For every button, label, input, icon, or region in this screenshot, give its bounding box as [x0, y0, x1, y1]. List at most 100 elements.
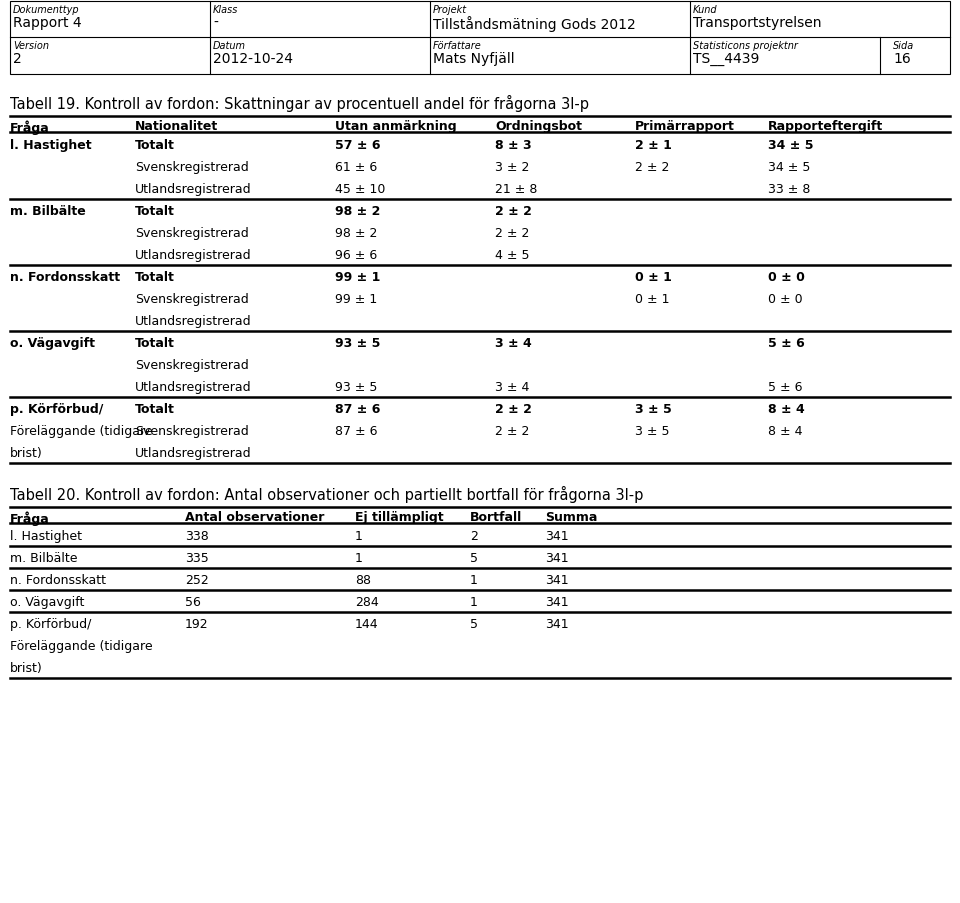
- Text: 2 ± 2: 2 ± 2: [495, 205, 532, 218]
- Text: Nationalitet: Nationalitet: [135, 120, 218, 133]
- Text: l. Hastighet: l. Hastighet: [10, 139, 91, 152]
- Text: 8 ± 4: 8 ± 4: [768, 424, 803, 438]
- Text: 2: 2: [13, 52, 22, 66]
- Text: 5 ± 6: 5 ± 6: [768, 337, 804, 349]
- Text: Totalt: Totalt: [135, 271, 175, 284]
- Text: l. Hastighet: l. Hastighet: [10, 529, 82, 543]
- Text: Klass: Klass: [213, 5, 238, 15]
- Text: Svenskregistrerad: Svenskregistrerad: [135, 293, 249, 305]
- Text: Svenskregistrerad: Svenskregistrerad: [135, 227, 249, 239]
- Text: p. Körförbud/: p. Körförbud/: [10, 618, 91, 630]
- Text: 3 ± 5: 3 ± 5: [635, 403, 672, 415]
- Text: 8 ± 4: 8 ± 4: [768, 403, 804, 415]
- Text: Projekt: Projekt: [433, 5, 468, 15]
- Text: Utlandsregistrerad: Utlandsregistrerad: [135, 446, 252, 460]
- Text: n. Fordonsskatt: n. Fordonsskatt: [10, 573, 106, 586]
- Text: Totalt: Totalt: [135, 205, 175, 218]
- Text: -: -: [213, 16, 218, 30]
- Text: p. Körförbud/: p. Körförbud/: [10, 403, 104, 415]
- Text: Utan anmärkning: Utan anmärkning: [335, 120, 457, 133]
- Text: 341: 341: [545, 529, 568, 543]
- Text: 34 ± 5: 34 ± 5: [768, 161, 810, 173]
- Text: 3 ± 2: 3 ± 2: [495, 161, 529, 173]
- Text: Utlandsregistrerad: Utlandsregistrerad: [135, 314, 252, 328]
- Text: 144: 144: [355, 618, 378, 630]
- Text: Svenskregistrerad: Svenskregistrerad: [135, 358, 249, 372]
- Text: 93 ± 5: 93 ± 5: [335, 337, 380, 349]
- Text: 5 ± 6: 5 ± 6: [768, 380, 803, 394]
- Text: Sida: Sida: [893, 41, 914, 51]
- Text: m. Bilbälte: m. Bilbälte: [10, 205, 85, 218]
- Text: 192: 192: [185, 618, 208, 630]
- Text: 98 ± 2: 98 ± 2: [335, 205, 380, 218]
- Text: 252: 252: [185, 573, 208, 586]
- Text: 284: 284: [355, 595, 379, 609]
- Text: Mats Nyfjäll: Mats Nyfjäll: [433, 52, 515, 66]
- Text: Ej tillämpligt: Ej tillämpligt: [355, 510, 444, 524]
- Text: Utlandsregistrerad: Utlandsregistrerad: [135, 248, 252, 262]
- Text: Fråga: Fråga: [10, 510, 50, 525]
- Text: Föreläggande (tidigare: Föreläggande (tidigare: [10, 639, 153, 652]
- Text: 5: 5: [470, 618, 478, 630]
- Text: 338: 338: [185, 529, 208, 543]
- Text: 57 ± 6: 57 ± 6: [335, 139, 380, 152]
- Text: 2 ± 1: 2 ± 1: [635, 139, 672, 152]
- Text: 8 ± 3: 8 ± 3: [495, 139, 532, 152]
- Text: 1: 1: [355, 552, 363, 564]
- Text: 5: 5: [470, 552, 478, 564]
- Text: TS__4439: TS__4439: [693, 52, 759, 66]
- Text: 2: 2: [470, 529, 478, 543]
- Text: 93 ± 5: 93 ± 5: [335, 380, 377, 394]
- Text: 34 ± 5: 34 ± 5: [768, 139, 813, 152]
- Text: 3 ± 5: 3 ± 5: [635, 424, 669, 438]
- Text: 335: 335: [185, 552, 208, 564]
- Text: 341: 341: [545, 573, 568, 586]
- Text: brist): brist): [10, 446, 43, 460]
- Text: 99 ± 1: 99 ± 1: [335, 293, 377, 305]
- Text: Rapporteftergift: Rapporteftergift: [768, 120, 883, 133]
- Text: Tabell 20. Kontroll av fordon: Antal observationer och partiellt bortfall för fr: Tabell 20. Kontroll av fordon: Antal obs…: [10, 486, 643, 502]
- Text: Ordningsbot: Ordningsbot: [495, 120, 582, 133]
- Text: 96 ± 6: 96 ± 6: [335, 248, 377, 262]
- Text: 56: 56: [185, 595, 201, 609]
- Text: Totalt: Totalt: [135, 139, 175, 152]
- Text: 0 ± 1: 0 ± 1: [635, 293, 669, 305]
- Text: 16: 16: [893, 52, 911, 66]
- Text: 45 ± 10: 45 ± 10: [335, 182, 385, 196]
- Text: 0 ± 1: 0 ± 1: [635, 271, 672, 284]
- Text: Transportstyrelsen: Transportstyrelsen: [693, 16, 822, 30]
- Text: 88: 88: [355, 573, 371, 586]
- Text: Utlandsregistrerad: Utlandsregistrerad: [135, 380, 252, 394]
- Text: 3 ± 4: 3 ± 4: [495, 380, 529, 394]
- Text: 4 ± 5: 4 ± 5: [495, 248, 530, 262]
- Text: 87 ± 6: 87 ± 6: [335, 403, 380, 415]
- Text: 61 ± 6: 61 ± 6: [335, 161, 377, 173]
- Text: Dokumenttyp: Dokumenttyp: [13, 5, 80, 15]
- Text: Kund: Kund: [693, 5, 718, 15]
- Text: 2 ± 2: 2 ± 2: [635, 161, 669, 173]
- Text: 2 ± 2: 2 ± 2: [495, 403, 532, 415]
- Text: 98 ± 2: 98 ± 2: [335, 227, 377, 239]
- Text: n. Fordonsskatt: n. Fordonsskatt: [10, 271, 120, 284]
- Text: Version: Version: [13, 41, 49, 51]
- Text: 0 ± 0: 0 ± 0: [768, 271, 804, 284]
- Text: m. Bilbälte: m. Bilbälte: [10, 552, 78, 564]
- Text: Författare: Författare: [433, 41, 482, 51]
- Text: Summa: Summa: [545, 510, 597, 524]
- Text: 2 ± 2: 2 ± 2: [495, 424, 529, 438]
- Text: 99 ± 1: 99 ± 1: [335, 271, 380, 284]
- Text: 341: 341: [545, 618, 568, 630]
- Text: 3 ± 4: 3 ± 4: [495, 337, 532, 349]
- Text: 1: 1: [470, 595, 478, 609]
- Text: 21 ± 8: 21 ± 8: [495, 182, 538, 196]
- Text: 0 ± 0: 0 ± 0: [768, 293, 803, 305]
- Text: Rapport 4: Rapport 4: [13, 16, 82, 30]
- Text: 2012-10-24: 2012-10-24: [213, 52, 293, 66]
- Text: Bortfall: Bortfall: [470, 510, 522, 524]
- Text: Tabell 19. Kontroll av fordon: Skattningar av procentuell andel för frågorna 3l-: Tabell 19. Kontroll av fordon: Skattning…: [10, 95, 589, 112]
- Text: Tillståndsmätning Gods 2012: Tillståndsmätning Gods 2012: [433, 16, 636, 32]
- Text: 341: 341: [545, 552, 568, 564]
- Text: Totalt: Totalt: [135, 403, 175, 415]
- Text: o. Vägavgift: o. Vägavgift: [10, 337, 95, 349]
- Text: 2 ± 2: 2 ± 2: [495, 227, 529, 239]
